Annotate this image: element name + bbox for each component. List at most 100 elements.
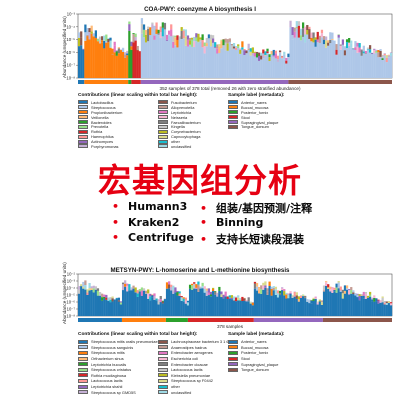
bar-segment xyxy=(86,36,89,78)
metsyn-pwy-chart: METSYN-PWY: L-homoserine and L-methionin… xyxy=(0,262,400,400)
legend-label: Anaerostipes hadrus xyxy=(171,344,207,350)
bar-segment xyxy=(228,295,231,298)
bar-segment xyxy=(101,300,104,316)
bar-segment xyxy=(224,294,227,297)
contributor-legend-item: Actinomyces xyxy=(78,139,122,144)
legend-label: Enterobacter aerogenes xyxy=(171,350,213,356)
x-axis-label: 352 samples of 378 total (removed 26 wit… xyxy=(159,86,301,91)
bar-segment xyxy=(368,45,372,50)
bar-segment xyxy=(331,287,334,289)
bar-segment xyxy=(306,30,309,35)
bar-segment xyxy=(333,287,336,290)
bar-segment xyxy=(285,57,288,61)
coa-pwy-chart: COA-PWY: coenzyme A biosynthesis I Abund… xyxy=(0,0,400,150)
chart-title: METSYN-PWY: L-homoserine and L-methionin… xyxy=(110,267,290,274)
bar-segment xyxy=(161,22,164,28)
bar-segment xyxy=(78,293,81,316)
bar-segment xyxy=(224,42,227,51)
legend-swatch xyxy=(78,120,88,124)
bar-segment xyxy=(109,47,112,78)
bar-segment xyxy=(285,63,288,78)
bar-segment xyxy=(126,53,129,56)
bar-segment xyxy=(297,299,301,302)
bar-segment xyxy=(115,55,118,78)
sample-group-strip xyxy=(165,318,188,322)
bar-segment xyxy=(151,295,154,298)
bar-segment xyxy=(249,51,252,56)
bar-segment xyxy=(216,48,219,54)
legend-label: Veillonella xyxy=(91,114,109,120)
bar-segment xyxy=(368,49,372,53)
bar-segment xyxy=(312,42,315,78)
bar-segment xyxy=(345,289,349,316)
bar-segment xyxy=(310,303,313,316)
bar-segment xyxy=(188,284,192,289)
bar-segment xyxy=(314,296,317,298)
bar-segment xyxy=(128,24,131,31)
bar-segment xyxy=(268,57,271,61)
x-axis-label: 378 samples xyxy=(216,324,244,329)
bar-segment xyxy=(262,289,265,316)
legend-swatch xyxy=(158,105,168,110)
legend-swatch xyxy=(228,120,238,124)
legend-label: Corynebacterium xyxy=(171,129,201,135)
bar-segment xyxy=(117,53,121,78)
legend-swatch xyxy=(158,144,168,149)
bar-segment xyxy=(82,288,85,316)
bar-segment xyxy=(266,288,269,292)
bar-segment xyxy=(368,294,372,297)
bar-segment xyxy=(163,299,167,316)
contributor-legend-item: Lachnospiraceae bacterium 3 1 63FAA xyxy=(158,339,238,345)
bar-segment xyxy=(281,288,284,291)
bar-segment xyxy=(184,36,188,46)
bar-segment xyxy=(209,34,213,40)
sample-group-strip xyxy=(322,318,392,322)
bar-segment xyxy=(80,286,83,316)
bar-segment xyxy=(138,289,141,292)
contributions-legend-col-2: Fusobacterium Alloprevotella Leptotrichia N… xyxy=(158,100,201,149)
bar-segment xyxy=(316,304,319,316)
bar-segment xyxy=(327,40,330,43)
bar-segment xyxy=(339,44,342,46)
bar-segment xyxy=(214,291,217,292)
bullet-item: • 组装/基因预测/注释 xyxy=(200,202,313,215)
bar-segment xyxy=(320,37,324,78)
bar-segment xyxy=(193,41,196,48)
sample-legend-item: Stool xyxy=(228,356,278,362)
legend-swatch xyxy=(78,367,88,372)
sample-legend-title: Sample label (metadata): xyxy=(228,332,285,337)
bar-segment xyxy=(130,46,133,50)
bar-segment xyxy=(297,25,301,38)
bar-segment xyxy=(207,34,211,39)
bar-segment xyxy=(243,49,246,51)
bar-segment xyxy=(387,57,391,78)
bar-segment xyxy=(138,54,141,58)
legend-swatch xyxy=(78,339,88,344)
bar-segment xyxy=(182,29,185,31)
bar-segment xyxy=(165,40,169,78)
bar-segment xyxy=(113,299,116,316)
bar-segment xyxy=(161,300,164,302)
legend-swatch xyxy=(158,110,168,115)
bar-segment xyxy=(352,49,355,78)
bar-segment xyxy=(155,29,158,34)
bar-segment xyxy=(136,50,139,78)
bar-segment xyxy=(253,281,257,284)
bar-segment xyxy=(128,21,131,25)
bar-segment xyxy=(140,295,144,316)
bar-segment xyxy=(235,49,238,78)
contributor-legend-item: Enterobacter cloacae xyxy=(158,361,238,367)
bar-segment xyxy=(272,55,275,57)
bar-segment xyxy=(354,293,357,296)
legend-swatch xyxy=(158,390,168,395)
bar-segment xyxy=(188,44,192,78)
bar-segment xyxy=(251,53,254,56)
bar-segment xyxy=(174,35,177,38)
sample-legend-item: Stool xyxy=(228,115,278,120)
legend-label: Leptotrichia shahii xyxy=(91,384,123,390)
bar-segment xyxy=(105,299,108,316)
bar-segment xyxy=(268,60,271,78)
bar-segment xyxy=(88,282,91,289)
bar-segment xyxy=(222,294,225,299)
contributor-legend-item: Veillonella xyxy=(78,115,122,120)
